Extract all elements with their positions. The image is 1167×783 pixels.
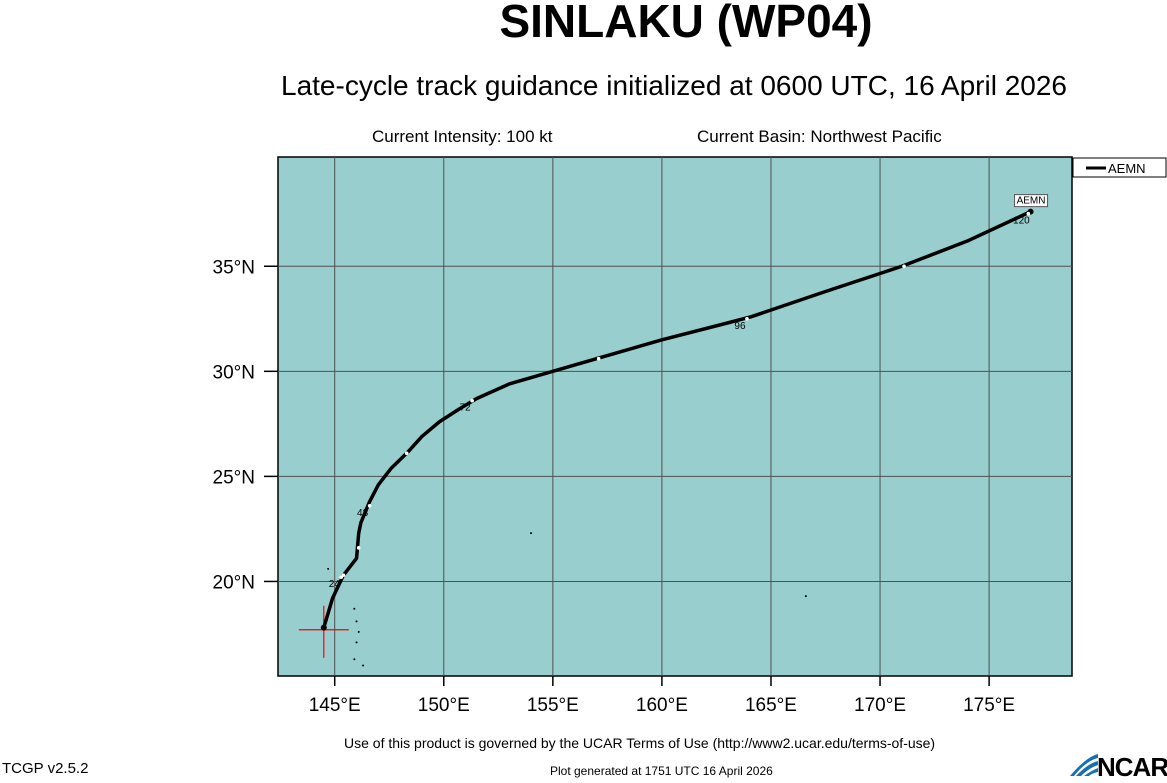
track-marker	[596, 356, 601, 361]
generated-timestamp: Plot generated at 1751 UTC 16 April 2026	[550, 764, 773, 778]
stray-point	[530, 532, 533, 535]
track-marker	[404, 451, 409, 456]
tau-marker	[367, 504, 372, 508]
stray-point	[362, 664, 365, 667]
track-end-label: AEMN	[1017, 196, 1046, 207]
x-tick-label: 160°E	[636, 695, 688, 716]
track-marker	[902, 264, 906, 269]
tau-marker	[470, 398, 474, 403]
y-tick-label: 35°N	[213, 257, 255, 278]
tau-label: 96	[734, 321, 746, 332]
stray-point	[353, 658, 356, 661]
stray-point	[327, 567, 330, 570]
legend-box	[1072, 157, 1167, 178]
tau-marker	[1026, 211, 1031, 216]
plot-area	[277, 156, 1073, 677]
stray-point	[353, 607, 356, 610]
legend: AEMN	[1072, 157, 1167, 178]
chart-title: SINLAKU (WP04)	[499, 0, 873, 47]
track-end-label-box	[1014, 194, 1049, 208]
terms-of-use: Use of this product is governed by the U…	[344, 735, 936, 751]
y-tick-label: 20°N	[213, 572, 255, 593]
track-layer: 24 48 72 96 120 AEMN	[298, 194, 1049, 667]
grid-lines	[278, 157, 1072, 676]
track-marker	[356, 546, 361, 550]
legend-entry: AEMN	[1108, 161, 1146, 176]
x-tick-label: 145°E	[309, 695, 361, 716]
tau-label: 120	[1013, 216, 1030, 227]
stray-point	[355, 620, 358, 623]
tau-marker	[339, 575, 344, 580]
tau-label: 48	[357, 508, 369, 519]
current-intensity: Current Intensity: 100 kt	[372, 127, 553, 146]
ncar-logo-icon	[1070, 754, 1098, 776]
current-basin: Current Basin: Northwest Pacific	[697, 127, 942, 146]
stray-point	[355, 641, 358, 644]
track-start-point	[320, 624, 327, 631]
chart-subtitle: Late-cycle track guidance initialized at…	[281, 70, 1067, 101]
tau-marker	[745, 316, 749, 321]
x-tick-label: 155°E	[527, 695, 579, 716]
axis-ticks: 145°E 150°E 155°E 160°E 165°E 170°E 175°E 20°N 2…	[213, 257, 1016, 716]
x-tick-label: 175°E	[963, 695, 1015, 716]
x-tick-label: 170°E	[854, 695, 906, 716]
stray-point	[357, 630, 360, 633]
stray-point	[804, 595, 807, 598]
ncar-logo-text: NCAR	[1097, 752, 1167, 782]
x-tick-label: 150°E	[418, 695, 470, 716]
y-tick-label: 30°N	[213, 362, 255, 383]
version-label: TCGP v2.5.2	[2, 760, 89, 777]
tau-label: 24	[329, 579, 341, 590]
track-line-aemn	[322, 209, 1033, 630]
tau-label: 72	[460, 403, 472, 414]
y-tick-label: 25°N	[213, 467, 255, 488]
x-tick-label: 165°E	[745, 695, 797, 716]
